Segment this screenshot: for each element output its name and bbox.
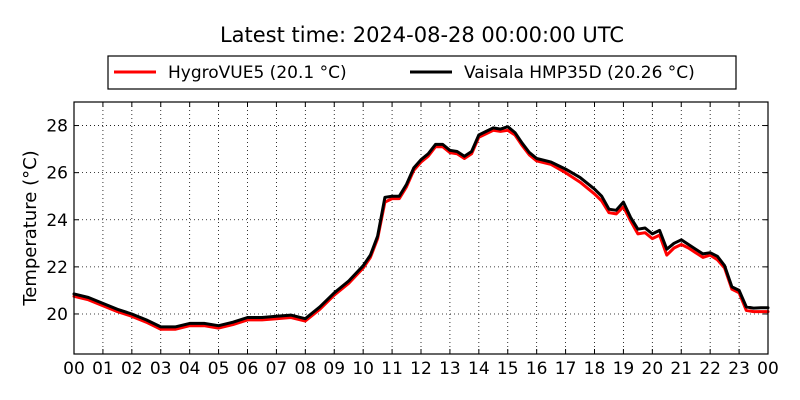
x-tick-label: 21 [670, 359, 692, 379]
y-tick-label: 28 [46, 117, 68, 137]
x-tick-label: 22 [699, 359, 721, 379]
grid [74, 102, 768, 354]
y-axis-label: Temperature (°C) [20, 150, 41, 306]
x-tick-label: 00 [63, 359, 85, 379]
series-line-vaisala [72, 125, 770, 329]
x-tick-label: 17 [555, 359, 577, 379]
y-tick-label: 24 [46, 211, 68, 231]
x-tick-label: 04 [179, 359, 201, 379]
legend-label-vaisala: Vaisala HMP35D (20.26 °C) [464, 63, 695, 83]
plot-area [72, 125, 770, 331]
y-tick-label: 22 [46, 258, 68, 278]
x-tick-label: 11 [381, 359, 403, 379]
x-tick-label: 08 [295, 359, 317, 379]
x-tick-label: 02 [121, 359, 143, 379]
x-tick-label: 10 [352, 359, 374, 379]
y-tick-label: 26 [46, 164, 68, 184]
x-tick-label: 03 [150, 359, 172, 379]
legend-label-hygrovue5: HygroVUE5 (20.1 °C) [168, 63, 347, 83]
x-tick-label: 00 [757, 359, 779, 379]
y-tick-label: 20 [46, 305, 68, 325]
x-tick-label: 14 [468, 359, 490, 379]
axis-ticks: 00 01 02 03 04 05 06 07 08 09 10 11 12 13 14 15 16 17 18 19… [46, 102, 779, 379]
x-tick-label: 23 [728, 359, 750, 379]
x-tick-label: 15 [497, 359, 519, 379]
x-tick-label: 16 [526, 359, 548, 379]
plot-frame [73, 101, 769, 355]
x-tick-label: 07 [266, 359, 288, 379]
x-tick-label: 18 [584, 359, 606, 379]
x-tick-label: 19 [613, 359, 635, 379]
chart-title: Latest time: 2024-08-28 00:00:00 UTC [220, 23, 624, 47]
x-tick-label: 09 [323, 359, 345, 379]
x-tick-label: 05 [208, 359, 230, 379]
x-tick-label: 01 [92, 359, 114, 379]
legend: HygroVUE5 (20.1 °C) Vaisala HMP35D (20.2… [107, 55, 737, 90]
x-tick-label: 20 [642, 359, 664, 379]
x-tick-label: 06 [237, 359, 259, 379]
x-tick-label: 12 [410, 359, 432, 379]
x-tick-label: 13 [439, 359, 461, 379]
